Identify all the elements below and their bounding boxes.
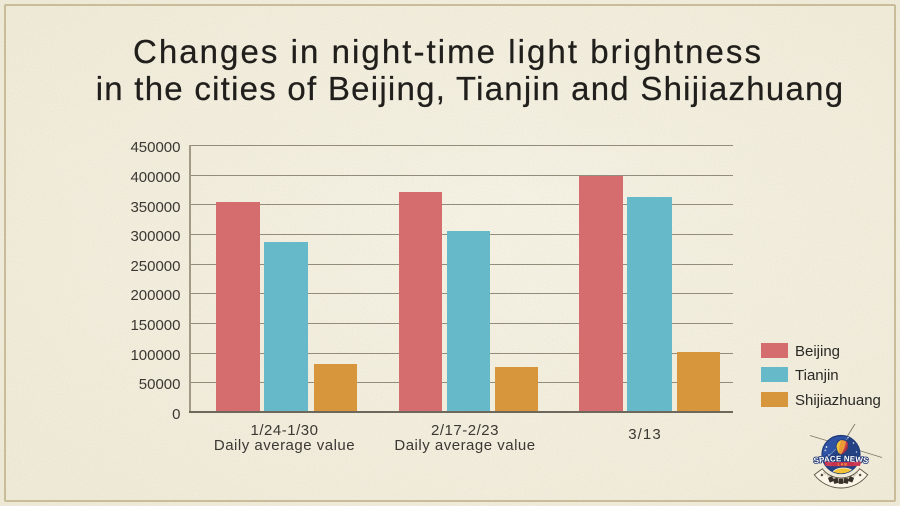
- svg-text:LAB: LAB: [838, 462, 848, 466]
